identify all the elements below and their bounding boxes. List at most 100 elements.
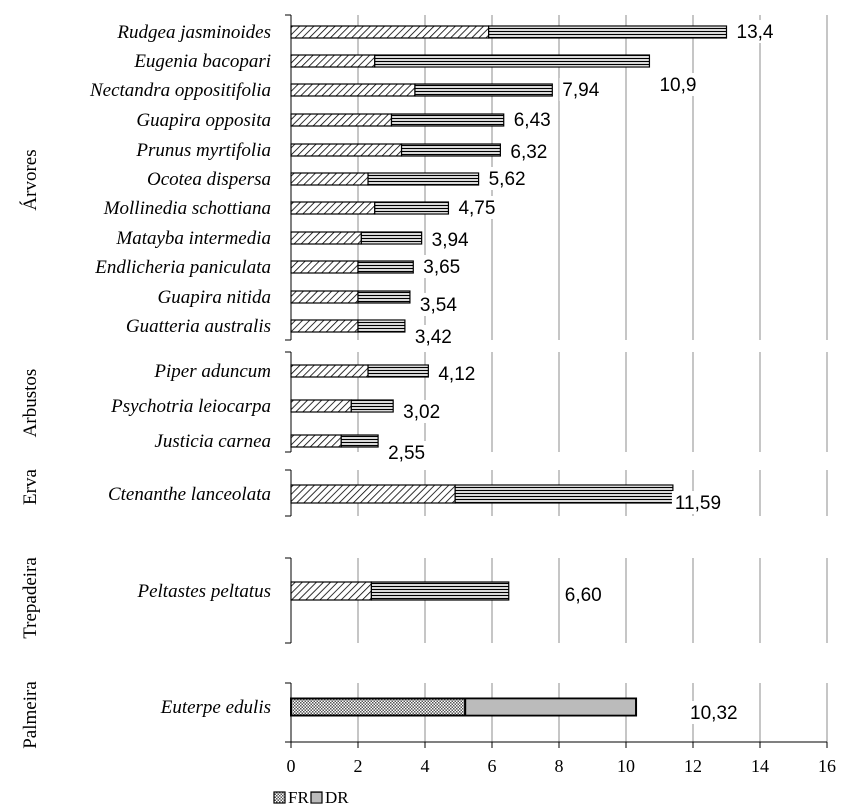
species-label-ctenanthe-lanceolata: Ctenanthe lanceolata bbox=[108, 484, 271, 505]
value-label-guatteria-australis: 3,42 bbox=[415, 327, 452, 348]
value-label-guapira-nitida: 3,54 bbox=[420, 295, 457, 316]
legend-swatch-fr bbox=[273, 791, 286, 804]
value-label-rudgea-jasminoides: 13,4 bbox=[737, 22, 774, 43]
bar-dr-prunus-myrtifolia bbox=[400, 143, 501, 157]
bar-dr-endlicheria-paniculata bbox=[357, 260, 414, 274]
bar-dr-nectandra-oppositifolia bbox=[414, 83, 553, 97]
xaxis-tick-label-14: 14 bbox=[751, 756, 769, 776]
value-label-bg-peltastes-peltatus bbox=[561, 583, 605, 606]
bar-fr-justicia-carnea bbox=[290, 434, 342, 448]
bar-dr-guatteria-australis bbox=[357, 319, 406, 333]
value-label-bg-rudgea-jasminoides bbox=[733, 20, 777, 43]
species-label-endlicheria-paniculata: Endlicheria paniculata bbox=[94, 257, 271, 278]
bar-fr-rudgea-jasminoides bbox=[290, 25, 490, 39]
bar-fr-ctenanthe-lanceolata bbox=[290, 484, 456, 504]
value-label-bg-guatteria-australis bbox=[411, 325, 455, 348]
value-label-bg-matayba-intermedia bbox=[428, 228, 473, 251]
bar-dr-rudgea-jasminoides bbox=[488, 25, 728, 39]
bar-fr-matayba-intermedia bbox=[290, 231, 362, 245]
bar-fr-guapira-nitida bbox=[290, 290, 359, 304]
bar-fr-eugenia-bacopari bbox=[290, 54, 376, 68]
value-label-nectandra-oppositifolia: 7,94 bbox=[562, 80, 599, 101]
species-label-psychotria-leiocarpa: Psychotria leiocarpa bbox=[110, 396, 271, 417]
bar-dr-eugenia-bacopari bbox=[374, 54, 651, 68]
bar-fr-euterpe-edulis bbox=[290, 697, 467, 717]
species-label-peltastes-peltatus: Peltastes peltatus bbox=[136, 581, 271, 602]
value-label-bg-prunus-myrtifolia bbox=[507, 140, 551, 163]
species-label-nectandra-oppositifolia: Nectandra oppositifolia bbox=[89, 80, 271, 101]
bar-fr-psychotria-leiocarpa bbox=[290, 399, 352, 413]
bar-layer bbox=[290, 25, 728, 717]
bar-fr-guapira-opposita bbox=[290, 113, 393, 127]
value-label-bg-nectandra-oppositifolia bbox=[559, 78, 603, 101]
xaxis-tick-label-0: 0 bbox=[287, 756, 296, 776]
value-label-justicia-carnea: 2,55 bbox=[388, 443, 425, 464]
bar-fr-ocotea-dispersa bbox=[290, 172, 369, 186]
species-label-prunus-myrtifolia: Prunus myrtifolia bbox=[135, 140, 271, 161]
species-label-justicia-carnea: Justicia carnea bbox=[154, 431, 271, 452]
value-label-bg-mollinedia-schottiana bbox=[455, 196, 499, 219]
bar-dr-piper-aduncum bbox=[367, 364, 429, 378]
bar-fr-piper-aduncum bbox=[290, 364, 369, 378]
value-label-bg-piper-aduncum bbox=[435, 362, 479, 385]
xaxis-tick-label-16: 16 bbox=[818, 756, 836, 776]
xaxis-tick-label-4: 4 bbox=[421, 756, 430, 776]
bar-dr-ocotea-dispersa bbox=[367, 172, 480, 186]
species-label-eugenia-bacopari: Eugenia bacopari bbox=[133, 51, 271, 72]
xaxis-tick-label-12: 12 bbox=[684, 756, 702, 776]
value-label-matayba-intermedia: 3,94 bbox=[432, 230, 469, 251]
xaxis-tick-label-10: 10 bbox=[617, 756, 635, 776]
value-label-bg-endlicheria-paniculata bbox=[420, 255, 464, 278]
species-label-euterpe-edulis: Euterpe edulis bbox=[160, 697, 271, 718]
label-layer: Rudgea jasminoides 13,4 Eugenia bacopari 10… bbox=[19, 20, 777, 749]
legend-label-dr: DR bbox=[325, 788, 349, 807]
value-label-psychotria-leiocarpa: 3,02 bbox=[403, 402, 440, 423]
value-label-euterpe-edulis: 10,32 bbox=[690, 703, 738, 724]
bar-dr-ctenanthe-lanceolata bbox=[454, 484, 674, 504]
legend-swatch-dr bbox=[310, 791, 323, 804]
value-label-bg-ocotea-dispersa bbox=[485, 167, 529, 190]
bar-dr-matayba-intermedia bbox=[360, 231, 423, 245]
bar-dr-peltastes-peltatus bbox=[370, 581, 510, 601]
species-label-guapira-nitida: Guapira nitida bbox=[158, 287, 271, 308]
species-label-rudgea-jasminoides: Rudgea jasminoides bbox=[116, 22, 271, 43]
value-label-piper-aduncum: 4,12 bbox=[438, 364, 475, 385]
bar-dr-euterpe-edulis bbox=[464, 697, 638, 717]
axis-layer: 0 2 4 6 8 10 12 14 16 bbox=[285, 14, 836, 776]
bar-fr-endlicheria-paniculata bbox=[290, 260, 359, 274]
species-label-mollinedia-schottiana: Mollinedia schottiana bbox=[103, 198, 271, 219]
group-label-arbustos: Arbustos bbox=[20, 369, 41, 438]
bar-fr-guatteria-australis bbox=[290, 319, 359, 333]
bar-fr-nectandra-oppositifolia bbox=[290, 83, 416, 97]
bar-dr-psychotria-leiocarpa bbox=[350, 399, 394, 413]
species-label-piper-aduncum: Piper aduncum bbox=[153, 361, 271, 382]
legend-label-fr: FR bbox=[288, 788, 309, 807]
xaxis-tick-label-6: 6 bbox=[488, 756, 497, 776]
value-label-guapira-opposita: 6,43 bbox=[514, 110, 551, 131]
group-label-erva: Erva bbox=[20, 469, 41, 505]
value-label-peltastes-peltatus: 6,60 bbox=[565, 585, 602, 606]
xaxis-tick-label-8: 8 bbox=[555, 756, 564, 776]
bar-dr-guapira-opposita bbox=[390, 113, 505, 127]
species-label-matayba-intermedia: Matayba intermedia bbox=[115, 228, 271, 249]
value-label-bg-eugenia-bacopari bbox=[656, 73, 700, 96]
value-label-prunus-myrtifolia: 6,32 bbox=[510, 142, 547, 163]
bar-fr-prunus-myrtifolia bbox=[290, 143, 403, 157]
group-label-trepadeira: Trepadeira bbox=[20, 557, 41, 639]
value-label-bg-guapira-nitida bbox=[416, 293, 461, 316]
xaxis-tick-label-2: 2 bbox=[354, 756, 363, 776]
bar-dr-mollinedia-schottiana bbox=[374, 201, 450, 215]
value-label-endlicheria-paniculata: 3,65 bbox=[423, 257, 460, 278]
bar-dr-justicia-carnea bbox=[340, 434, 379, 448]
value-label-eugenia-bacopari: 10,9 bbox=[659, 75, 696, 96]
species-label-guapira-opposita: Guapira opposita bbox=[136, 110, 271, 131]
group-label-palmeira: Palmeira bbox=[20, 681, 41, 749]
bar-dr-guapira-nitida bbox=[357, 290, 411, 304]
bar-fr-mollinedia-schottiana bbox=[290, 201, 376, 215]
value-label-mollinedia-schottiana: 4,75 bbox=[458, 198, 495, 219]
group-label-arvores: Árvores bbox=[19, 149, 41, 210]
value-label-bg-psychotria-leiocarpa bbox=[400, 400, 444, 423]
value-label-bg-ctenanthe-lanceolata bbox=[671, 491, 725, 514]
species-label-guatteria-australis: Guatteria australis bbox=[126, 316, 271, 337]
